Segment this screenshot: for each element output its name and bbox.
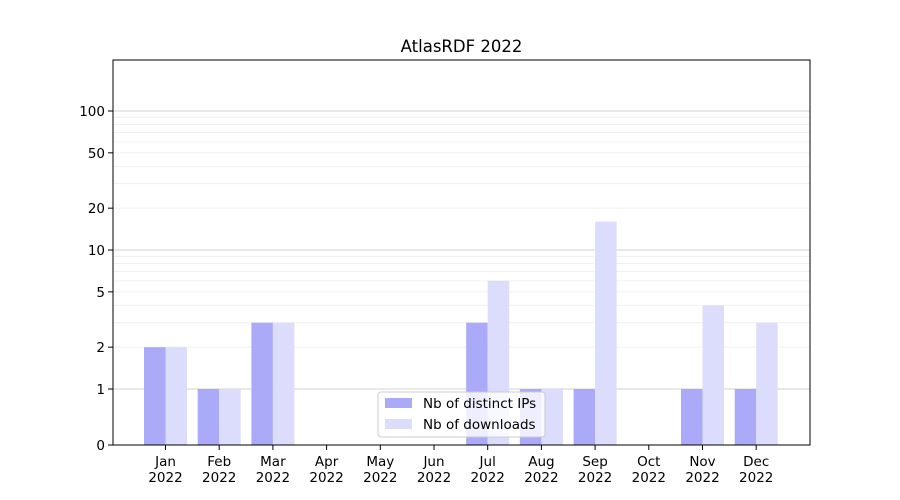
x-tick-label-year: 2022 <box>202 470 236 486</box>
x-tick-label-month: Sep <box>582 454 607 470</box>
legend: Nb of distinct IPs Nb of downloads <box>377 391 546 438</box>
y-tick-label: 50 <box>88 146 105 162</box>
x-tick-label-year: 2022 <box>739 470 773 486</box>
y-tick-label: 100 <box>79 104 105 120</box>
x-axis: Jan2022Feb2022Mar2022Apr2022May2022Jun20… <box>148 445 773 486</box>
x-tick-label-month: Jul <box>479 454 496 470</box>
bar-distinct-ips-8 <box>573 389 596 445</box>
x-tick-label-month: Dec <box>743 454 769 470</box>
plot-frame <box>112 59 811 446</box>
x-tick-label-year: 2022 <box>363 470 397 486</box>
x-tick-label-year: 2022 <box>256 470 290 486</box>
bar-downloads-1 <box>219 389 241 445</box>
y-tick-label: 20 <box>88 201 105 217</box>
x-tick-label-month: Mar <box>260 454 286 470</box>
bar-downloads-0 <box>165 347 187 445</box>
legend-label: Nb of downloads <box>423 417 536 433</box>
y-tick-label: 2 <box>96 340 105 356</box>
x-tick-label-month: Aug <box>528 454 554 470</box>
x-tick-label-month: Jun <box>422 454 444 470</box>
y-axis: 0 1 2 5 10 20 50 100 <box>79 104 113 454</box>
x-tick-label-year: 2022 <box>632 470 666 486</box>
bar-downloads-8 <box>595 221 617 445</box>
grid-lines <box>113 110 810 390</box>
bar-distinct-ips-11 <box>734 389 757 445</box>
y-tick-label: 5 <box>96 285 105 301</box>
chart-title: AtlasRDF 2022 <box>401 37 523 56</box>
y-tick-label: 10 <box>88 243 105 259</box>
x-tick-label-year: 2022 <box>417 470 451 486</box>
x-tick-label-month: Feb <box>207 454 231 470</box>
x-tick-label-month: Oct <box>637 454 660 470</box>
x-tick-label-month: Jan <box>154 454 176 470</box>
legend-swatch <box>385 398 412 408</box>
x-tick-label-year: 2022 <box>471 470 505 486</box>
legend-label: Nb of distinct IPs <box>423 396 536 412</box>
x-tick-label-month: Apr <box>315 454 339 470</box>
bar-downloads-11 <box>756 322 778 445</box>
y-tick-label: 1 <box>96 382 105 398</box>
x-tick-label-month: May <box>366 454 394 470</box>
bar-downloads-2 <box>272 322 295 445</box>
x-tick-label-year: 2022 <box>578 470 612 486</box>
x-tick-label-year: 2022 <box>685 470 719 486</box>
x-tick-label-year: 2022 <box>309 470 343 486</box>
bar-downloads-7 <box>541 389 563 445</box>
x-tick-label-year: 2022 <box>148 470 182 486</box>
y-tick-label: 0 <box>96 438 105 454</box>
legend-box <box>377 391 546 438</box>
bar-downloads-10 <box>702 305 724 445</box>
bar-distinct-ips-1 <box>197 389 220 445</box>
x-tick-label-year: 2022 <box>524 470 558 486</box>
bar-distinct-ips-10 <box>681 389 703 445</box>
x-tick-label-month: Nov <box>689 454 715 470</box>
bar-distinct-ips-0 <box>144 347 166 445</box>
bar-distinct-ips-2 <box>251 322 273 445</box>
legend-swatch <box>385 419 412 429</box>
